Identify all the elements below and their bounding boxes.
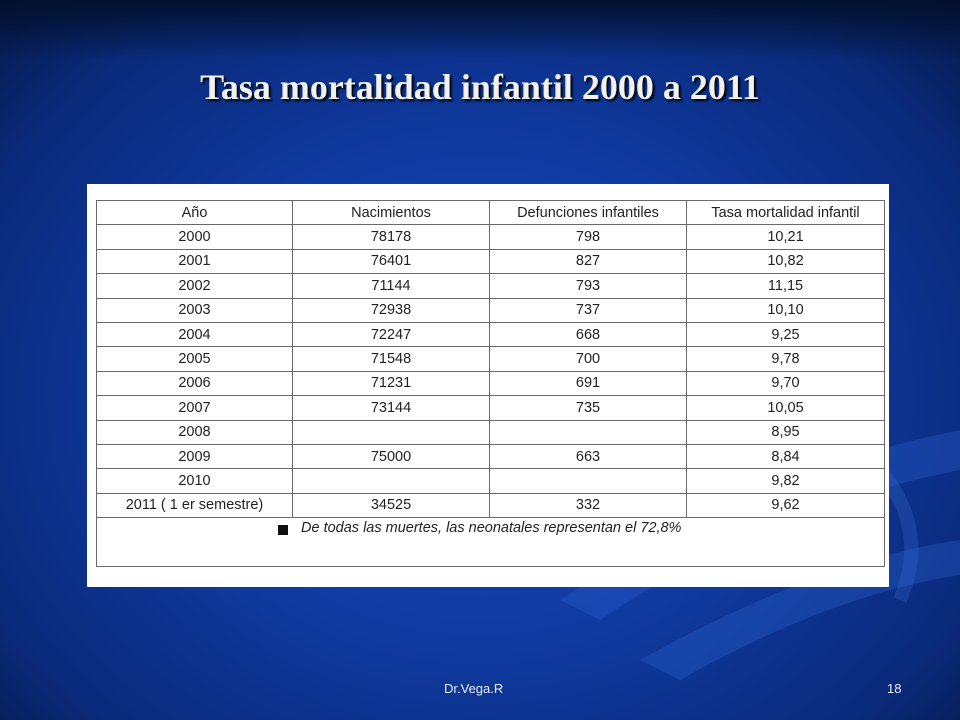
cell-deaths: 332 <box>489 492 687 519</box>
top-shadow <box>0 0 960 60</box>
cell-year: 2005 <box>96 346 293 372</box>
table-row: 2011 ( 1 er semestre) 34525 332 9,62 <box>96 492 885 519</box>
cell-rate: 10,05 <box>686 395 885 421</box>
cell-rate: 10,21 <box>686 224 885 250</box>
table-row: 2007 73144 735 10,05 <box>96 395 885 421</box>
cell-year: 2011 ( 1 er semestre) <box>96 492 293 519</box>
cell-rate: 11,15 <box>686 273 885 299</box>
cell-deaths: 735 <box>489 395 687 421</box>
cell-year: 2002 <box>96 273 293 299</box>
cell-deaths: 793 <box>489 273 687 299</box>
table-row: 2005 71548 700 9,78 <box>96 346 885 372</box>
cell-deaths <box>489 468 687 494</box>
cell-births: 73144 <box>292 395 490 421</box>
table-row: 2009 75000 663 8,84 <box>96 443 885 470</box>
footer-author: Dr.Vega.R <box>444 681 504 696</box>
cell-births <box>292 468 490 494</box>
cell-births: 34525 <box>292 492 490 519</box>
cell-births: 75000 <box>292 443 490 470</box>
cell-year: 2003 <box>96 297 293 323</box>
header-mortality-rate: Tasa mortalidad infantil <box>686 199 885 226</box>
cell-deaths: 700 <box>489 346 687 372</box>
cell-deaths: 798 <box>489 224 687 250</box>
cell-births: 71231 <box>292 370 490 397</box>
cell-births: 76401 <box>292 248 490 275</box>
cell-rate: 8,84 <box>686 443 885 470</box>
cell-births: 72938 <box>292 297 490 323</box>
slide-title: Tasa mortalidad infantil 2000 a 2011 <box>200 67 760 107</box>
cell-deaths: 663 <box>489 443 687 470</box>
table-header-row: Año Nacimientos Defunciones infantiles T… <box>96 199 885 226</box>
cell-births: 78178 <box>292 224 490 250</box>
cell-births <box>292 419 490 445</box>
cell-year: 2004 <box>96 321 293 348</box>
table-row: 2000 78178 798 10,21 <box>96 224 885 250</box>
cell-rate: 9,78 <box>686 346 885 372</box>
table-row: 2003 72938 737 10,10 <box>96 297 885 323</box>
slide-number: 18 <box>887 681 902 696</box>
note-cell: De todas las muertes, las neonatales rep… <box>96 517 885 568</box>
table-image-panel: Año Nacimientos Defunciones infantiles T… <box>87 184 889 587</box>
square-bullet-icon <box>278 525 288 536</box>
header-infant-deaths: Defunciones infantiles <box>489 199 687 226</box>
cell-deaths: 827 <box>489 248 687 275</box>
table-row: 2006 71231 691 9,70 <box>96 370 885 397</box>
cell-year: 2007 <box>96 395 293 421</box>
cell-year: 2006 <box>96 370 293 397</box>
table-row: 2001 76401 827 10,82 <box>96 248 885 275</box>
cell-deaths: 691 <box>489 370 687 397</box>
table-note-row: De todas las muertes, las neonatales rep… <box>96 517 885 568</box>
cell-births: 72247 <box>292 321 490 348</box>
cell-year: 2010 <box>96 468 293 494</box>
cell-rate: 9,82 <box>686 468 885 494</box>
cell-year: 2009 <box>96 443 293 470</box>
cell-year: 2001 <box>96 248 293 275</box>
cell-rate: 10,10 <box>686 297 885 323</box>
cell-births: 71144 <box>292 273 490 299</box>
cell-deaths: 737 <box>489 297 687 323</box>
cell-year: 2000 <box>96 224 293 250</box>
cell-year: 2008 <box>96 419 293 445</box>
header-births: Nacimientos <box>292 199 490 226</box>
cell-rate: 9,25 <box>686 321 885 348</box>
cell-rate: 10,82 <box>686 248 885 275</box>
cell-rate: 9,62 <box>686 492 885 519</box>
cell-rate: 8,95 <box>686 419 885 445</box>
cell-deaths: 668 <box>489 321 687 348</box>
cell-births: 71548 <box>292 346 490 372</box>
header-year: Año <box>96 199 293 226</box>
mortality-table: Año Nacimientos Defunciones infantiles T… <box>96 199 885 568</box>
table-row: 2004 72247 668 9,25 <box>96 321 885 348</box>
table-note: De todas las muertes, las neonatales rep… <box>301 520 682 537</box>
cell-deaths <box>489 419 687 445</box>
table-row: 2008 8,95 <box>96 419 885 445</box>
table-row: 2002 71144 793 11,15 <box>96 273 885 299</box>
table-row: 2010 9,82 <box>96 468 885 494</box>
cell-rate: 9,70 <box>686 370 885 397</box>
